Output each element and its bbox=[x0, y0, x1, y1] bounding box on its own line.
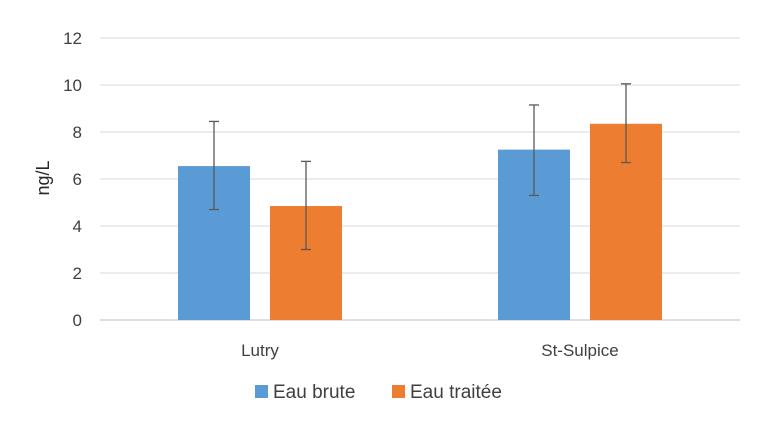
y-tick-label: 10 bbox=[63, 76, 82, 95]
y-tick-label: 0 bbox=[73, 311, 82, 330]
y-tick-label: 8 bbox=[73, 123, 82, 142]
error-bars bbox=[209, 83, 631, 251]
y-axis-label: ng/L bbox=[33, 160, 53, 195]
legend-swatch bbox=[392, 385, 405, 398]
x-category-labels: Lutry St-Sulpice bbox=[241, 341, 619, 360]
x-category-label: Lutry bbox=[241, 341, 279, 360]
bars bbox=[178, 123, 662, 321]
y-tick-label: 2 bbox=[73, 264, 82, 283]
y-tick-label: 12 bbox=[63, 29, 82, 48]
y-tick-label: 4 bbox=[73, 217, 82, 236]
y-tick-labels: 0 2 4 6 8 10 12 bbox=[63, 29, 82, 330]
legend-label: Eau brute bbox=[273, 382, 355, 403]
legend: Eau brute Eau traitée bbox=[255, 382, 502, 403]
legend-swatch bbox=[255, 385, 268, 398]
y-tick-label: 6 bbox=[73, 170, 82, 189]
x-category-label: St-Sulpice bbox=[541, 341, 618, 360]
legend-label: Eau traitée bbox=[410, 382, 502, 403]
